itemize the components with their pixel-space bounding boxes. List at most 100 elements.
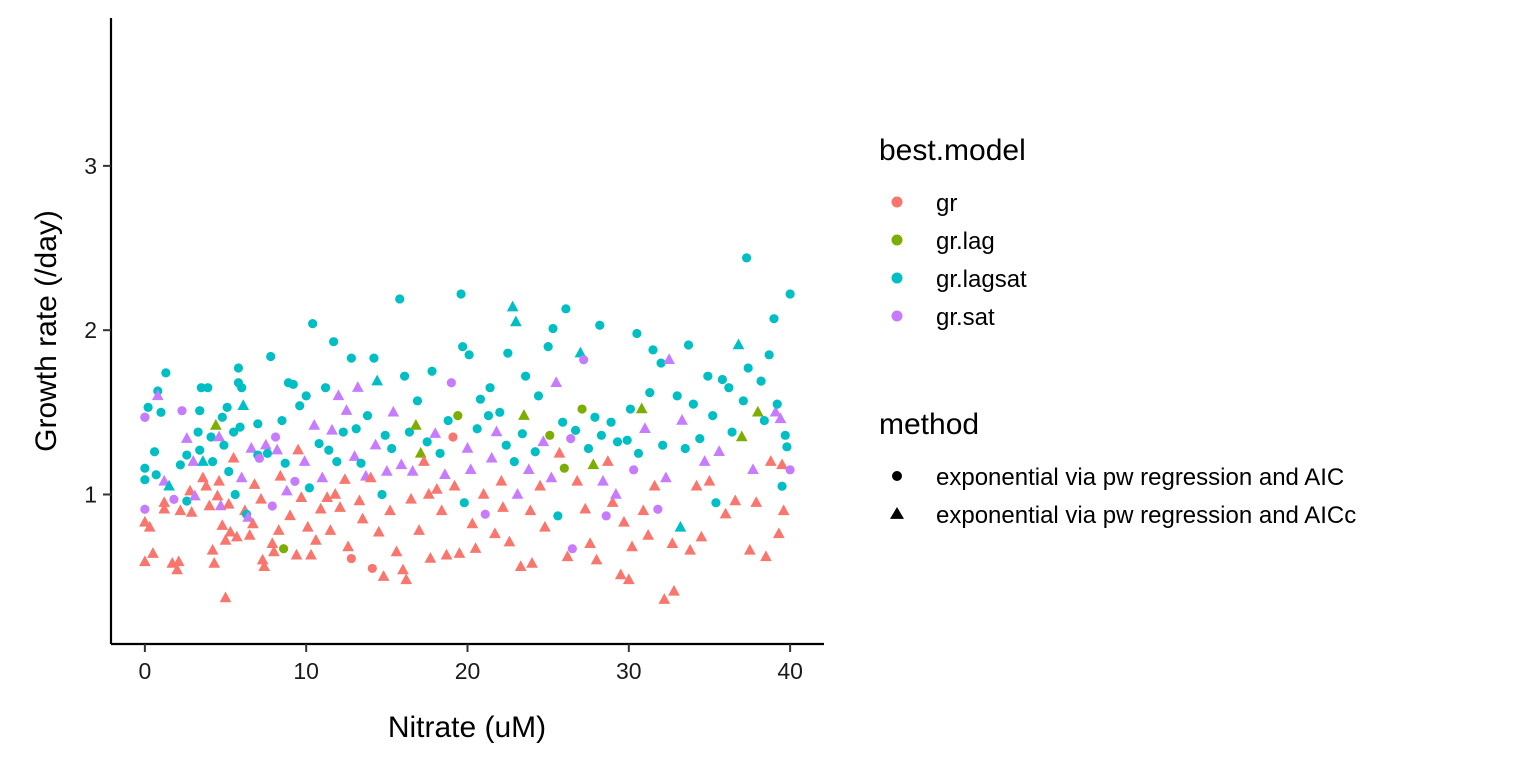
data-point xyxy=(545,430,555,440)
data-point xyxy=(267,501,277,511)
legend: best.model gr gr.lag gr.lagsat gr.sat method e… xyxy=(879,134,1356,529)
data-point xyxy=(501,440,511,450)
y-tick-label: 3 xyxy=(84,153,97,179)
data-point xyxy=(497,501,509,512)
data-point xyxy=(648,479,661,491)
data-point xyxy=(747,463,759,475)
data-points xyxy=(139,253,795,604)
data-point xyxy=(653,504,663,514)
data-point xyxy=(711,498,721,508)
data-point xyxy=(228,427,239,437)
data-point xyxy=(196,383,206,393)
data-point xyxy=(233,363,244,373)
data-point xyxy=(310,533,322,545)
data-point xyxy=(288,379,298,389)
data-point xyxy=(772,399,782,409)
data-point xyxy=(612,437,623,447)
data-point xyxy=(495,474,508,486)
data-point xyxy=(537,435,550,447)
data-point xyxy=(663,353,675,364)
data-point xyxy=(489,527,501,539)
data-point xyxy=(384,504,396,516)
data-point xyxy=(713,445,725,456)
data-point xyxy=(158,496,171,507)
data-point xyxy=(534,479,546,491)
data-point xyxy=(177,406,187,416)
data-point xyxy=(258,560,271,572)
data-point xyxy=(633,448,644,459)
data-point xyxy=(301,391,311,401)
data-point xyxy=(270,432,281,442)
x-axis-title: Nitrate (uM) xyxy=(388,711,546,744)
data-point xyxy=(526,556,538,568)
legend-key xyxy=(891,310,903,322)
data-point xyxy=(698,455,711,466)
data-point xyxy=(483,411,494,421)
data-point xyxy=(587,458,600,470)
data-point xyxy=(637,504,650,516)
data-point xyxy=(169,494,179,505)
data-point xyxy=(298,455,311,466)
data-point xyxy=(143,520,156,532)
data-point xyxy=(520,371,531,381)
data-point xyxy=(321,491,334,502)
data-point xyxy=(750,496,763,507)
data-point xyxy=(724,383,734,393)
data-point xyxy=(732,338,745,350)
data-point xyxy=(583,443,594,454)
data-point xyxy=(243,529,256,540)
data-point xyxy=(195,445,205,455)
data-point xyxy=(292,443,304,455)
data-point xyxy=(639,422,651,433)
axis-ticks: 0 10 20 30 40 1 2 3 xyxy=(84,153,803,684)
legend-label: gr.lag xyxy=(936,228,995,255)
data-point xyxy=(197,455,209,466)
data-point xyxy=(362,411,373,421)
data-point xyxy=(635,402,648,414)
data-point xyxy=(610,487,622,499)
legend-key xyxy=(891,272,903,284)
data-point xyxy=(561,304,571,314)
data-point xyxy=(377,489,387,500)
legend-key xyxy=(892,471,902,481)
data-point xyxy=(522,463,535,475)
data-point xyxy=(348,450,361,461)
legend-key xyxy=(891,234,903,246)
data-point xyxy=(776,458,788,470)
data-point xyxy=(676,414,688,425)
data-point xyxy=(395,294,405,304)
data-point xyxy=(171,563,183,575)
data-point xyxy=(329,337,339,347)
data-point xyxy=(684,543,696,555)
data-point xyxy=(380,464,393,476)
data-point xyxy=(703,371,713,381)
data-point xyxy=(472,424,482,434)
data-point xyxy=(579,355,589,365)
data-point xyxy=(606,417,616,427)
data-point xyxy=(579,502,592,514)
data-point xyxy=(380,430,390,440)
data-point xyxy=(769,314,779,324)
data-point xyxy=(741,253,752,263)
data-point xyxy=(622,573,635,585)
data-point xyxy=(182,450,192,460)
data-point xyxy=(601,455,614,466)
data-point xyxy=(769,405,782,417)
data-point xyxy=(506,300,519,312)
data-point xyxy=(351,424,361,434)
data-point xyxy=(533,391,544,401)
data-point xyxy=(632,328,642,339)
data-point xyxy=(242,510,254,522)
data-point xyxy=(759,415,769,426)
data-point xyxy=(448,432,458,442)
data-point xyxy=(253,419,263,429)
data-point xyxy=(622,435,632,445)
legend-title: method xyxy=(879,408,979,441)
data-point xyxy=(140,412,150,422)
data-point xyxy=(185,506,198,517)
data-point xyxy=(197,471,209,483)
data-point xyxy=(351,381,364,392)
data-point xyxy=(367,563,377,574)
data-point xyxy=(764,350,774,360)
data-point xyxy=(203,499,216,511)
